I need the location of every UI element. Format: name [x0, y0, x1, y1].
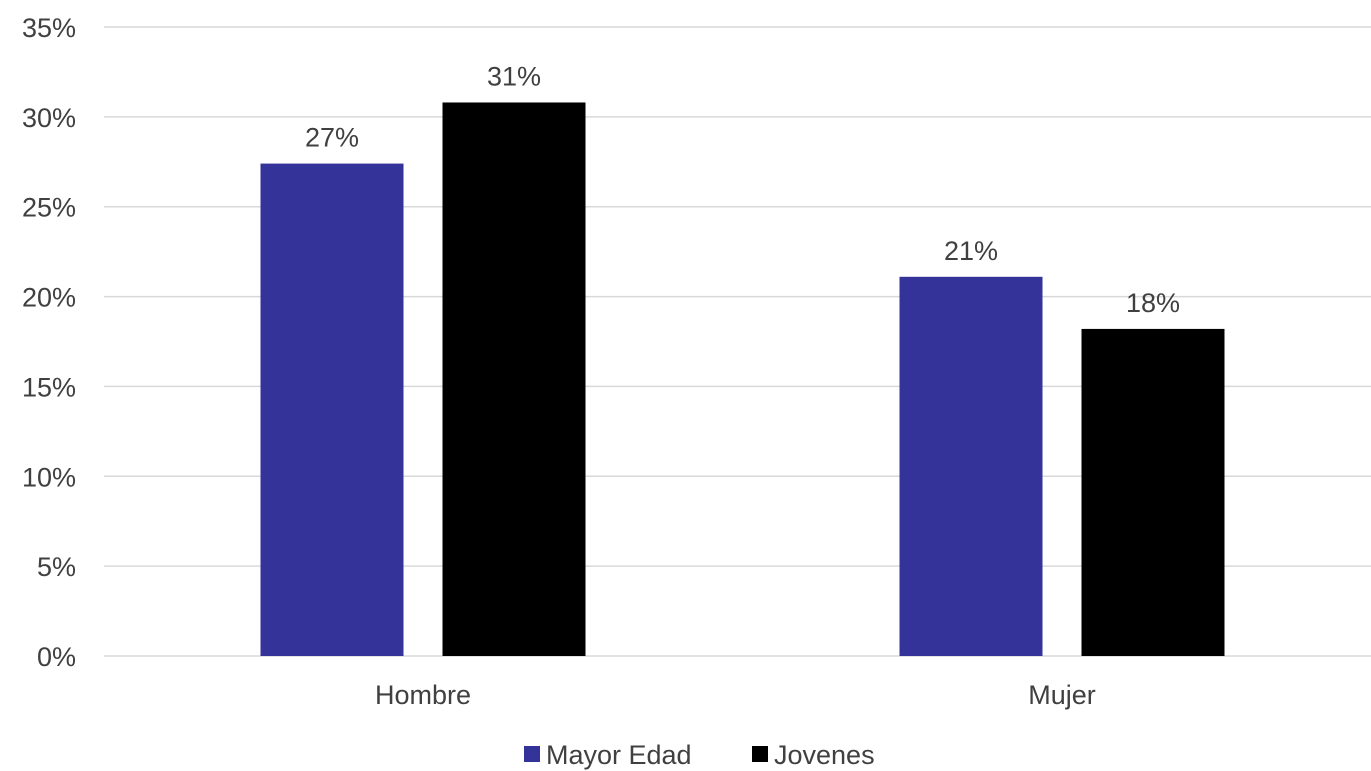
y-tick-label: 5%: [37, 552, 76, 582]
legend-swatch: [524, 746, 540, 762]
data-label: 31%: [487, 61, 541, 91]
y-tick-label: 30%: [22, 103, 76, 133]
data-label: 21%: [944, 236, 998, 266]
y-tick-label: 25%: [22, 193, 76, 223]
x-axis-category-labels: Hombre Mujer: [375, 680, 1096, 710]
y-tick-label: 0%: [37, 642, 76, 672]
legend: Mayor Edad Jovenes: [524, 740, 875, 770]
x-category-label: Hombre: [375, 680, 471, 710]
y-tick-label: 20%: [22, 283, 76, 313]
y-tick-label: 35%: [22, 13, 76, 43]
legend-label: Mayor Edad: [546, 740, 692, 770]
data-label: 18%: [1126, 288, 1180, 318]
bar-mayor-edad-mujer: [899, 276, 1043, 656]
data-label: 27%: [305, 123, 359, 153]
legend-label: Jovenes: [774, 740, 875, 770]
data-labels: 27% 31% 21% 18%: [305, 61, 1180, 317]
legend-swatch: [752, 746, 768, 762]
y-tick-label: 15%: [22, 372, 76, 402]
y-axis-tick-labels: 0% 5% 10% 15% 20% 25% 30% 35%: [22, 13, 76, 672]
bars: [260, 102, 1225, 657]
x-category-label: Mujer: [1028, 680, 1096, 710]
bar-jovenes-mujer: [1081, 328, 1225, 656]
bar-jovenes-hombre: [442, 102, 586, 657]
bar-mayor-edad-hombre: [260, 163, 404, 656]
y-tick-label: 10%: [22, 462, 76, 492]
